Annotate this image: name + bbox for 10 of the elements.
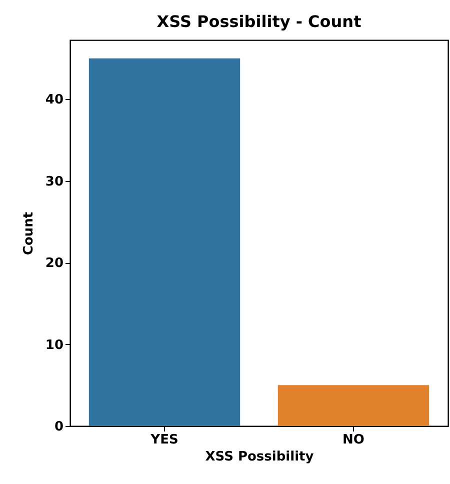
x-axis-title: XSS Possibility <box>205 450 314 464</box>
y-axis-title: Count <box>21 212 36 256</box>
y-tick-label: 30 <box>45 174 64 190</box>
chart-title: XSS Possibility - Count <box>156 12 362 31</box>
x-tick-label: YES <box>150 432 178 448</box>
y-tick-label: 40 <box>45 92 64 108</box>
y-tick-label: 10 <box>45 338 64 353</box>
y-tick-label: 20 <box>45 256 64 272</box>
x-tick-label: NO <box>342 432 364 448</box>
y-tick-label: 0 <box>54 420 64 434</box>
